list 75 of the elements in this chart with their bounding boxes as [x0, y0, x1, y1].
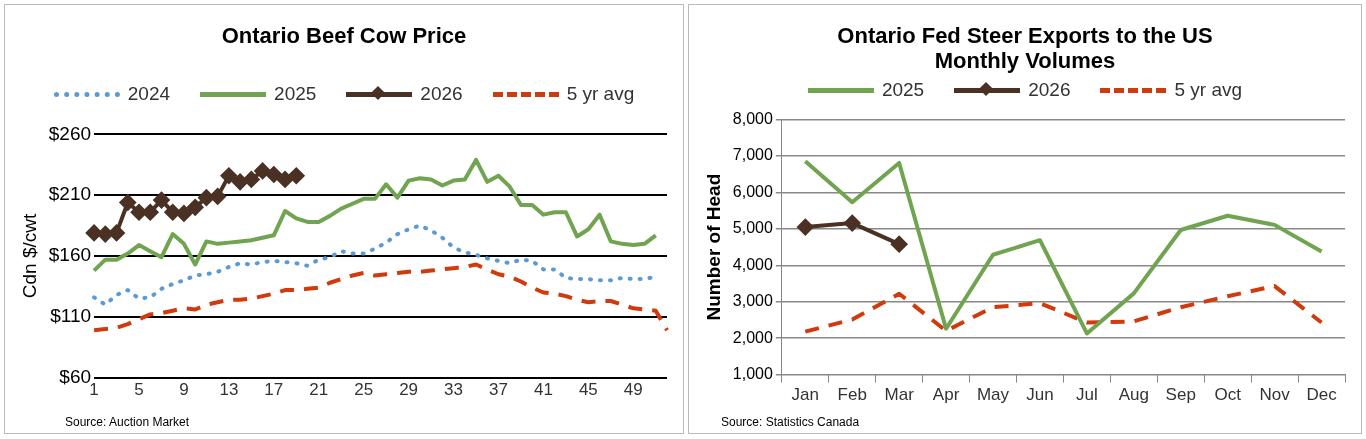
y-tick-label: $110 [50, 305, 92, 327]
point [119, 194, 136, 211]
x-tick-label: Mar [884, 385, 915, 405]
point [108, 224, 125, 241]
x-tick-label: 25 [354, 380, 374, 400]
x-tick-label: Jan [791, 385, 820, 405]
x-tick-label: 29 [399, 380, 419, 400]
legend-label: 2026 [1028, 79, 1071, 101]
y-tick-label: 2,000 [732, 328, 773, 346]
chart-title: Ontario Fed Steer Exports to the US Monthly Volumes [836, 23, 1214, 73]
point [209, 188, 226, 205]
x-tick-label: 5 [134, 380, 144, 400]
x-tick-label: 13 [219, 380, 239, 400]
point [254, 162, 271, 179]
line-series [92, 262, 669, 333]
x-tick-label: Nov [1259, 385, 1291, 405]
legend-label: 2026 [420, 83, 463, 105]
x-tick-label: Dec [1306, 385, 1338, 405]
x-tick-label: Aug [1118, 385, 1149, 405]
point [797, 219, 814, 236]
legend-label: 2025 [881, 79, 925, 101]
x-tick-label: 41 [533, 380, 553, 400]
x-tick-label: Oct [1214, 385, 1242, 405]
point [220, 167, 237, 184]
point [198, 189, 215, 206]
x-tick-label: 37 [489, 380, 508, 400]
point [131, 204, 147, 221]
point [891, 236, 908, 253]
legend-label: 5 yr avg [566, 83, 635, 105]
y-tick-label: $160 [48, 244, 92, 266]
source-note: Source: Auction Market [65, 415, 190, 429]
y-tick-label: 5,000 [732, 219, 773, 237]
point [164, 204, 181, 221]
point [265, 166, 282, 183]
point [142, 204, 159, 221]
point [288, 167, 305, 184]
x-tick-label: 9 [179, 380, 189, 400]
point [86, 224, 103, 241]
chart-title: Ontario Beef Cow Price [220, 23, 468, 48]
y-tick-label: 1,000 [732, 365, 773, 383]
y-axis-title: Number of Head [702, 173, 724, 321]
y-tick-label: 8,000 [732, 110, 773, 128]
y-tick-label: $60 [59, 365, 92, 387]
x-tick-label: 49 [623, 380, 643, 400]
point [277, 171, 294, 188]
point [97, 226, 114, 243]
x-tick-label: 1 [89, 380, 99, 400]
y-axis-title: Cdn $/cwt [18, 213, 40, 299]
point [232, 173, 249, 190]
x-tick-label: Apr [932, 385, 960, 405]
point [243, 171, 260, 188]
x-tick-label: Jun [1026, 385, 1054, 405]
x-tick-label: 33 [444, 380, 464, 400]
x-tick-label: Jul [1076, 385, 1098, 405]
y-tick-label: 4,000 [732, 255, 773, 273]
x-tick-label: 45 [578, 380, 598, 400]
source-note: Source: Statistics Canada [721, 415, 860, 429]
y-tick-label: 3,000 [732, 292, 773, 310]
y-tick-label: $210 [48, 183, 92, 205]
legend-label: 2025 [274, 83, 317, 105]
point [844, 215, 861, 232]
x-tick-label: Sep [1165, 385, 1196, 405]
x-tick-label: 17 [264, 380, 284, 400]
y-tick-label: 7,000 [732, 146, 773, 164]
x-tick-label: May [976, 385, 1010, 405]
legend-label: 2024 [127, 83, 171, 105]
point [153, 192, 170, 209]
point [187, 199, 204, 216]
x-tick-label: Feb [837, 385, 867, 405]
y-tick-label: 6,000 [732, 182, 773, 200]
legend-label: 5 yr avg [1174, 79, 1243, 101]
line-series [803, 284, 1324, 334]
x-tick-label: 21 [309, 380, 329, 400]
point [175, 205, 192, 222]
y-tick-label: $260 [48, 122, 92, 144]
